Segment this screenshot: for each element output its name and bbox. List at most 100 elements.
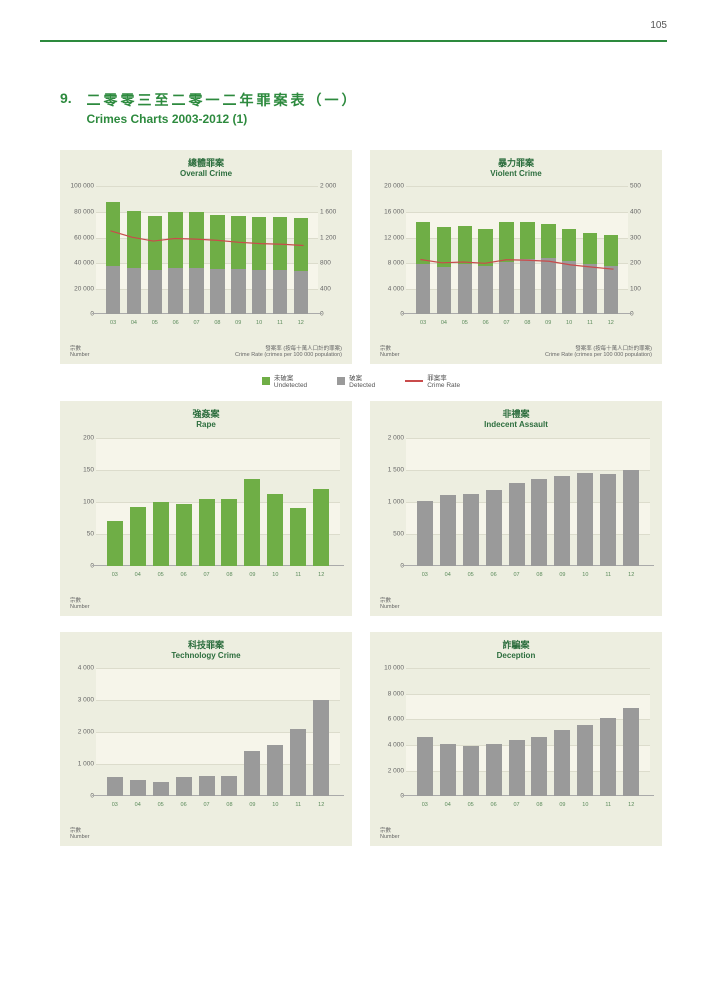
axis-caption: 宗數Number [64, 596, 348, 612]
page-number: 105 [650, 20, 667, 31]
bar [440, 668, 456, 796]
y-axis-label: 100 000 [66, 183, 94, 190]
y-axis-label: 8 000 [376, 690, 404, 697]
x-axis-label: 09 [231, 320, 246, 326]
bar [107, 438, 123, 566]
chart-indecent: 非禮案Indecent Assault05001 0001 5002 00003… [370, 401, 662, 615]
bar [520, 186, 535, 314]
y-axis-label: 12 000 [376, 234, 404, 241]
bar [210, 186, 225, 314]
chart-title: 科技罪案Technology Crime [64, 640, 348, 660]
bar [106, 186, 121, 314]
y2-axis-label: 2 000 [320, 183, 346, 190]
bar [130, 438, 146, 566]
bar [600, 438, 616, 566]
bar [623, 668, 639, 796]
x-axis-label: 05 [153, 802, 169, 808]
y-axis-label: 50 [66, 530, 94, 537]
y-axis-label: 150 [66, 466, 94, 473]
x-axis-label: 03 [107, 802, 123, 808]
chart-violent: 暴力罪案Violent Crime004 0001008 00020012 00… [370, 150, 662, 364]
x-axis-label: 04 [440, 802, 456, 808]
y-axis-label: 16 000 [376, 208, 404, 215]
x-axis-label: 10 [267, 572, 283, 578]
x-axis-label: 05 [153, 572, 169, 578]
x-axis-label: 06 [176, 802, 192, 808]
y-axis-label: 200 [66, 434, 94, 441]
x-axis-label: 09 [554, 572, 570, 578]
x-axis-label: 03 [416, 320, 431, 326]
x-axis-label: 12 [313, 572, 329, 578]
x-axis-label: 12 [313, 802, 329, 808]
chart-title: 強姦案Rape [64, 409, 348, 429]
y-axis-label: 20 000 [66, 285, 94, 292]
y-axis-label: 10 000 [376, 665, 404, 672]
y-axis-label: 20 000 [376, 183, 404, 190]
bar [199, 668, 215, 796]
y2-axis-label: 500 [630, 183, 656, 190]
y-axis-label: 2 000 [376, 434, 404, 441]
legend-detected: 破案Detected [337, 372, 375, 389]
x-axis-label: 07 [499, 320, 514, 326]
x-axis-label: 10 [562, 320, 577, 326]
legend: 未破案Undetected破案Detected罪案率Crime Rate [60, 372, 662, 389]
x-axis-label: 09 [244, 802, 260, 808]
bar [509, 668, 525, 796]
y-axis-label: 60 000 [66, 234, 94, 241]
top-rule [40, 40, 667, 42]
bar [130, 668, 146, 796]
x-axis-label: 11 [273, 320, 288, 326]
bar [231, 186, 246, 314]
x-axis-label: 10 [267, 802, 283, 808]
bar [290, 668, 306, 796]
x-axis-label: 05 [463, 572, 479, 578]
x-axis-label: 05 [148, 320, 163, 326]
x-axis-label: 07 [509, 802, 525, 808]
bar [577, 668, 593, 796]
bar [176, 668, 192, 796]
y2-axis-label: 300 [630, 234, 656, 241]
chart-tech: 科技罪案Technology Crime01 0002 0003 0004 00… [60, 632, 352, 846]
bar [127, 186, 142, 314]
x-axis-label: 08 [531, 572, 547, 578]
x-axis-label: 11 [600, 572, 616, 578]
bar [107, 668, 123, 796]
x-axis-label: 08 [520, 320, 535, 326]
x-axis-label: 05 [463, 802, 479, 808]
y-axis-label: 1 000 [66, 761, 94, 768]
y-axis-label: 0 [66, 793, 94, 800]
bar [294, 186, 309, 314]
y2-axis-label: 800 [320, 260, 346, 267]
chart-title: 總體罪案Overall Crime [64, 158, 348, 178]
bar [554, 438, 570, 566]
axis-caption: 宗數Number [374, 826, 658, 842]
title-en: Crimes Charts 2003-2012 (1) [86, 112, 358, 126]
x-axis-label: 11 [600, 802, 616, 808]
x-axis-label: 12 [604, 320, 619, 326]
y2-axis-label: 1 600 [320, 208, 346, 215]
x-axis-label: 04 [127, 320, 142, 326]
x-axis-label: 06 [486, 802, 502, 808]
x-axis-label: 04 [437, 320, 452, 326]
bar [486, 668, 502, 796]
y-axis-label: 4 000 [376, 285, 404, 292]
bar [486, 438, 502, 566]
y-axis-label: 4 000 [66, 665, 94, 672]
y2-axis-label: 0 [320, 311, 346, 318]
y-axis-label: 80 000 [66, 208, 94, 215]
bar [273, 186, 288, 314]
bar [478, 186, 493, 314]
x-axis-label: 10 [577, 572, 593, 578]
x-axis-label: 07 [199, 802, 215, 808]
bar [168, 186, 183, 314]
y2-axis-label: 400 [320, 285, 346, 292]
bar [148, 186, 163, 314]
y-axis-label: 3 000 [66, 697, 94, 704]
chart-title: 暴力罪案Violent Crime [374, 158, 658, 178]
y-axis-label: 40 000 [66, 260, 94, 267]
y-axis-label: 0 [376, 793, 404, 800]
x-axis-label: 11 [290, 802, 306, 808]
bars [406, 668, 650, 796]
bars [96, 668, 340, 796]
bar [176, 438, 192, 566]
